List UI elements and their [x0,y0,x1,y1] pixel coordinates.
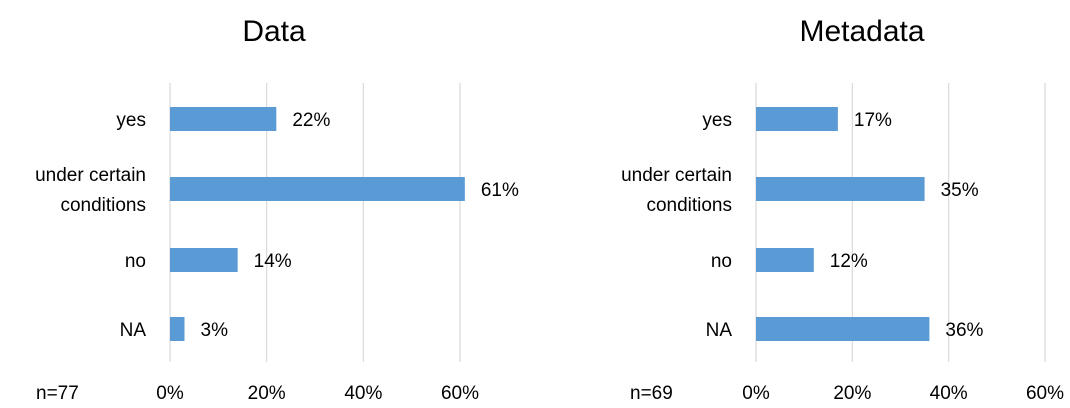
data-label: 35% [941,180,979,201]
data-label: 17% [854,110,892,131]
category-label: yes [116,110,146,131]
x-tick-label: 60% [441,383,479,404]
data-label: 3% [201,320,229,341]
bar [756,317,930,341]
x-tick-label: 0% [156,383,184,404]
category-label: no [711,251,732,272]
bar [756,248,814,272]
data-label: 36% [945,320,983,341]
x-tick-label: 60% [1026,383,1064,404]
bar [170,248,238,272]
x-tick-label: 40% [344,383,382,404]
sample-size-label: n=77 [36,383,79,404]
category-label: under certain conditions [35,165,146,216]
sample-size-label: n=69 [630,383,673,404]
bar [170,317,185,341]
x-tick-label: 0% [742,383,770,404]
bar [170,177,465,201]
chart-title: Data [242,15,306,48]
bar [756,107,838,131]
data-label: 22% [292,110,330,131]
data-label: 12% [830,251,868,272]
chart-title: Metadata [799,15,924,48]
category-label: yes [702,110,732,131]
category-label: NA [706,320,733,341]
chart-panel-1: Data 0% 20% 40% 60% n=77 yes 22% under certain co… [35,15,519,404]
category-label: no [125,251,146,272]
x-tick-label: 20% [248,383,286,404]
data-label: 14% [254,251,292,272]
chart-panel-2: Metadata 0% 20% 40% 60% n=69 yes 17% under certa… [621,15,1064,404]
x-tick-label: 20% [833,383,871,404]
category-label: NA [120,320,147,341]
bar [756,177,925,201]
x-tick-label: 40% [930,383,968,404]
bar [170,107,277,131]
data-label: 61% [481,180,519,201]
category-label: under certain conditions [621,165,732,216]
